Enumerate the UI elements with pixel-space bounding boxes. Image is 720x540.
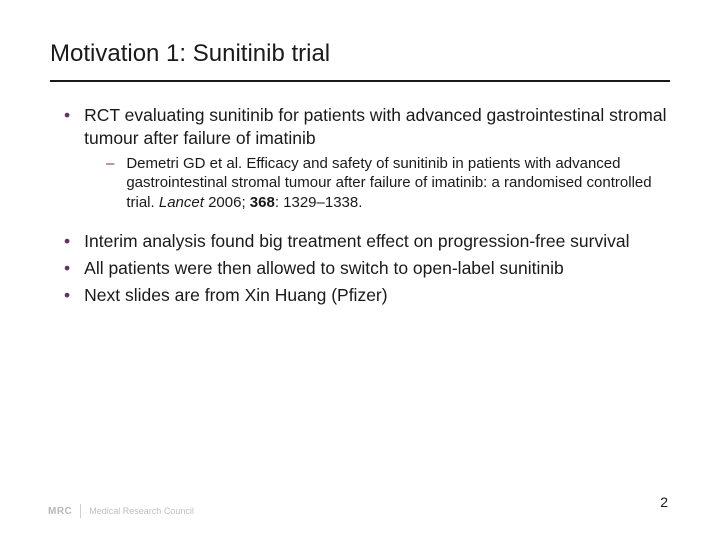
bullet-item: • Next slides are from Xin Huang (Pfizer… [58, 284, 670, 307]
footer-label: Medical Research Council [89, 506, 194, 516]
citation-journal: Lancet [159, 194, 204, 211]
bullet-item: • Interim analysis found big treatment e… [58, 230, 670, 253]
dash-marker: – [106, 154, 114, 213]
bullet-sub-text: Demetri GD et al. Efficacy and safety of… [126, 154, 670, 213]
page-number: 2 [660, 494, 668, 510]
bullet-marker: • [64, 257, 70, 280]
bullet-text: Next slides are from Xin Huang (Pfizer) [84, 284, 387, 307]
slide-content: • RCT evaluating sunitinib for patients … [50, 104, 670, 306]
citation-year: 2006; [204, 194, 250, 211]
slide-title: Motivation 1: Sunitinib trial [50, 40, 670, 82]
footer-divider [80, 504, 81, 518]
bullet-marker: • [64, 104, 70, 150]
bullet-text: RCT evaluating sunitinib for patients wi… [84, 104, 670, 150]
slide: Motivation 1: Sunitinib trial • RCT eval… [0, 0, 720, 540]
footer-logo: MRC Medical Research Council [48, 504, 194, 518]
bullet-marker: • [64, 284, 70, 307]
citation-volume: 368 [250, 194, 275, 211]
mrc-logo-text: MRC [48, 506, 72, 517]
bullet-sub-item: – Demetri GD et al. Efficacy and safety … [58, 154, 670, 213]
bullet-item: • All patients were then allowed to swit… [58, 257, 670, 280]
bullet-marker: • [64, 230, 70, 253]
bullet-text: Interim analysis found big treatment eff… [84, 230, 629, 253]
bullet-item: • RCT evaluating sunitinib for patients … [58, 104, 670, 150]
bullet-text: All patients were then allowed to switch… [84, 257, 564, 280]
citation-pages: : 1329–1338. [275, 194, 363, 211]
spacer [58, 216, 670, 230]
